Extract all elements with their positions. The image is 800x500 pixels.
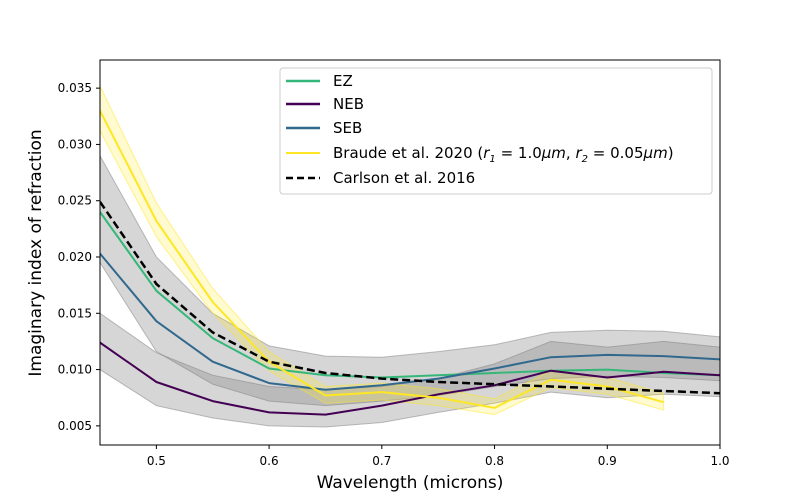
series-line-neb — [100, 341, 720, 416]
x-axis-label: Wavelength (microns) — [317, 473, 504, 493]
y-axis-label: Imaginary index of refraction — [26, 129, 46, 376]
y-axis-ticks: 0.005 0.010 0.015 0.020 0.025 0.030 0.035 — [58, 81, 100, 433]
x-tick-label: 0.5 — [147, 454, 166, 468]
x-tick-label: 0.8 — [485, 454, 504, 468]
y-tick-label: 0.015 — [58, 306, 92, 320]
y-tick-label: 0.025 — [58, 194, 92, 208]
series-line-ez — [100, 211, 720, 379]
legend-label-seb: SEB — [333, 119, 362, 137]
series-line-carlson — [100, 201, 720, 395]
y-tick-label: 0.010 — [58, 363, 92, 377]
axes-frame — [99, 59, 721, 446]
legend-label-neb: NEB — [333, 95, 364, 113]
x-axis-ticks: 0.5 0.6 0.7 0.8 0.9 1.0 — [147, 445, 730, 468]
y-tick-label: 0.020 — [58, 250, 92, 264]
legend-label-braude: Braude et al. 2020 (r1 = 1.0μm, r2 = 0.0… — [333, 144, 674, 165]
band-seb — [100, 154, 720, 407]
x-tick-label: 0.7 — [372, 454, 391, 468]
y-tick-label: 0.035 — [58, 81, 92, 95]
y-tick-label: 0.005 — [58, 419, 92, 433]
series-line-braude — [100, 110, 664, 409]
x-tick-label: 0.9 — [598, 454, 617, 468]
series-line-seb — [100, 252, 720, 391]
series-lines — [100, 110, 720, 416]
legend-label-carlson: Carlson et al. 2016 — [333, 169, 475, 187]
legend: EZ NEB SEB Braude et al. 2020 (r1 = 1.0μ… — [279, 67, 713, 195]
legend-box — [279, 67, 713, 195]
legend-label-ez: EZ — [333, 72, 353, 90]
plot-area — [100, 85, 720, 428]
x-tick-label: 1.0 — [710, 454, 729, 468]
x-tick-label: 0.6 — [260, 454, 279, 468]
y-tick-label: 0.030 — [58, 137, 92, 151]
